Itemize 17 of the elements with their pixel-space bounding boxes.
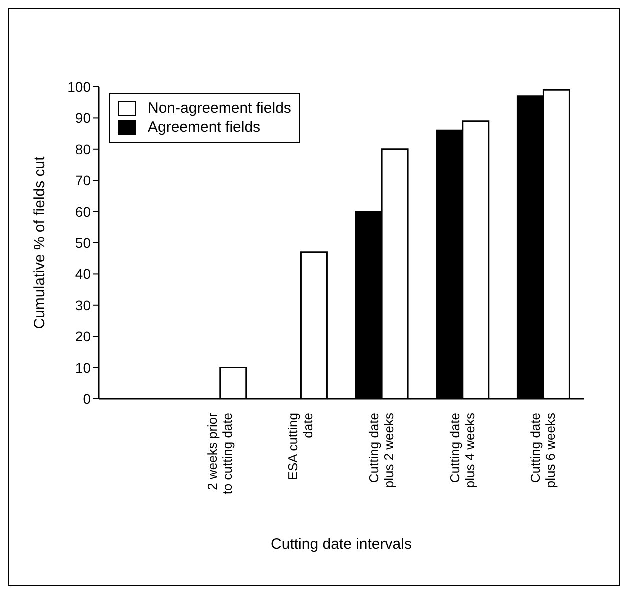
x-tick-label: ESA cutting date (286, 413, 316, 480)
y-tick-label: 30 (75, 297, 92, 314)
x-tick-label: 2 weeks prior to cutting date (204, 412, 235, 495)
y-tick-label: 0 (83, 390, 92, 407)
y-tick-label: 20 (75, 328, 92, 345)
y-tick-label: 40 (75, 266, 92, 282)
legend-label: Non-agreement fields (148, 100, 292, 117)
y-tick-label: 80 (75, 141, 92, 158)
y-axis-title: Cumulative % of fields cut (31, 156, 48, 330)
x-axis-title: Cutting date intervals (271, 536, 412, 553)
legend-label: Agreement fields (148, 119, 261, 136)
y-tick-label: 90 (75, 110, 92, 126)
y-tick-label: 10 (75, 360, 92, 376)
y-tick-label: 100 (68, 78, 92, 95)
y-tick-label: 70 (75, 172, 92, 189)
y-tick-label: 60 (75, 204, 92, 220)
y-tick-label: 50 (75, 234, 92, 251)
